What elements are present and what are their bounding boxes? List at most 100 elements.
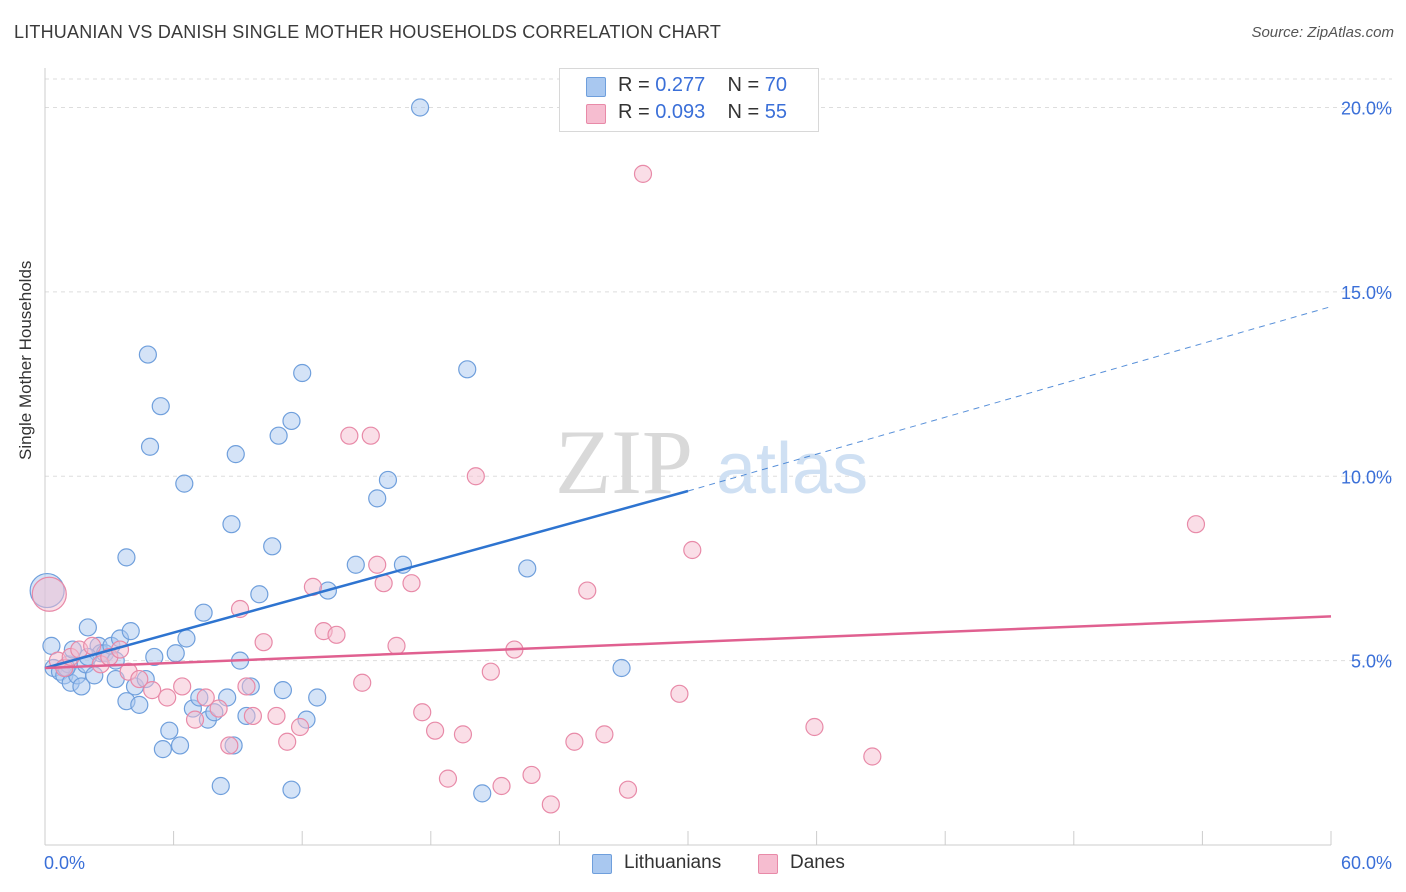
lithuanians-point — [160, 721, 179, 740]
lithuanians-point — [117, 548, 136, 567]
danes-point — [130, 669, 149, 689]
bottom-legend-label: Lithuanians — [624, 852, 722, 873]
danes-point — [438, 769, 458, 788]
lithuanians-point — [140, 437, 160, 456]
danes-point — [481, 662, 500, 681]
lithuanians-point — [273, 681, 293, 700]
lithuanians-point — [175, 474, 194, 493]
danes-point — [254, 633, 273, 652]
watermark: ZIP atlas — [555, 411, 868, 513]
danes-point — [670, 684, 689, 703]
trend-lines — [44, 306, 1332, 670]
danes-points — [31, 164, 1206, 814]
danes-point — [237, 677, 256, 696]
danes-point — [290, 717, 310, 737]
danes-point — [425, 721, 445, 740]
lithuanians-point — [78, 618, 97, 637]
lithuanians-point — [346, 555, 365, 574]
danes-point — [185, 710, 205, 729]
danes-point — [618, 780, 638, 799]
legend-r-label: R = — [618, 101, 656, 123]
danes-point — [278, 732, 297, 751]
lithuanians-point — [282, 411, 301, 431]
bottom-legend-swatch-lithuanians — [592, 854, 612, 874]
lithuanians-point — [410, 98, 430, 117]
x-tick-label: 0.0% — [44, 853, 85, 873]
danes-point — [863, 747, 882, 766]
danes-point — [413, 703, 432, 722]
danes-point — [267, 706, 286, 726]
danes-point — [595, 725, 614, 744]
danes-point — [578, 581, 597, 600]
danes-point — [492, 776, 511, 796]
danes-point — [173, 677, 192, 696]
legend-n-value: 70 — [764, 74, 788, 96]
grid-lines — [45, 78, 1392, 662]
danes-point — [633, 164, 653, 183]
x-tick-label: 60.0% — [1341, 853, 1392, 873]
y-tick-label: 10.0% — [1341, 467, 1392, 487]
watermark-zip: ZIP — [555, 411, 693, 513]
danes-point — [368, 555, 387, 574]
lithuanians-point — [250, 585, 269, 604]
danes-point — [327, 625, 346, 644]
lithuanians-point — [166, 644, 185, 663]
lithuanians-point — [282, 780, 301, 799]
bottom-legend-label: Danes — [790, 852, 845, 873]
y-tick-label: 20.0% — [1341, 99, 1392, 119]
danes-point — [453, 725, 473, 744]
lithuanians-point — [170, 736, 190, 755]
lithuanians-point — [121, 622, 140, 641]
danes-point — [1186, 515, 1206, 534]
danes-point — [83, 636, 102, 655]
danes-point — [158, 688, 177, 707]
danes-trend-line — [44, 615, 1332, 670]
lithuanians-point — [145, 647, 164, 667]
lithuanians-point — [226, 445, 245, 464]
lithuanians-point — [194, 603, 213, 622]
lithuanians-point — [368, 489, 387, 508]
danes-point — [353, 673, 372, 692]
bottom-legend-swatch-danes — [758, 854, 778, 874]
danes-point — [387, 636, 406, 655]
legend-n-label: N = — [727, 101, 765, 123]
danes-point — [522, 765, 541, 785]
lithuanians-point — [458, 360, 477, 379]
chart-title: LITHUANIAN VS DANISH SINGLE MOTHER HOUSE… — [14, 22, 722, 42]
lithuanians-point — [151, 397, 170, 416]
lithuanians-point — [308, 688, 327, 707]
lithuanians-point — [269, 426, 288, 445]
lithuanians-points — [29, 98, 631, 803]
lithuanians-point — [293, 363, 312, 383]
lithuanians-trend-line — [44, 489, 689, 670]
lithuanians-point — [378, 470, 398, 490]
danes-point — [196, 688, 215, 707]
danes-point — [243, 706, 263, 726]
danes-point — [466, 467, 485, 486]
y-tick-label: 5.0% — [1351, 652, 1392, 672]
watermark-atlas: atlas — [716, 429, 868, 509]
danes-point — [209, 699, 228, 718]
lithuanians-point — [72, 677, 91, 696]
lithuanians-trend-extension — [687, 306, 1332, 492]
lithuanians-point — [222, 515, 241, 534]
danes-point — [340, 426, 359, 445]
danes-point — [143, 681, 162, 700]
danes-point — [31, 576, 67, 612]
legend-n-label: N = — [727, 74, 765, 96]
source-label: Source: ZipAtlas.com — [1251, 24, 1394, 41]
legend-n-value: 55 — [764, 101, 788, 123]
legend-swatch-lithuanians — [586, 77, 606, 97]
lithuanians-point — [612, 658, 631, 678]
danes-point — [805, 717, 824, 737]
legend-r-value: 0.093 — [655, 101, 706, 123]
legend-box: R = 0.277 N = 70 R = 0.093 N = 55 — [559, 68, 819, 132]
y-axis-label: Single Mother Households — [16, 260, 35, 460]
lithuanians-point — [177, 629, 196, 648]
y-tick-label: 15.0% — [1341, 283, 1392, 303]
danes-point — [541, 795, 560, 814]
lithuanians-point — [211, 776, 230, 796]
legend-r-value: 0.277 — [655, 74, 706, 96]
legend-r-label: R = — [618, 74, 656, 96]
lithuanians-point — [473, 784, 492, 803]
